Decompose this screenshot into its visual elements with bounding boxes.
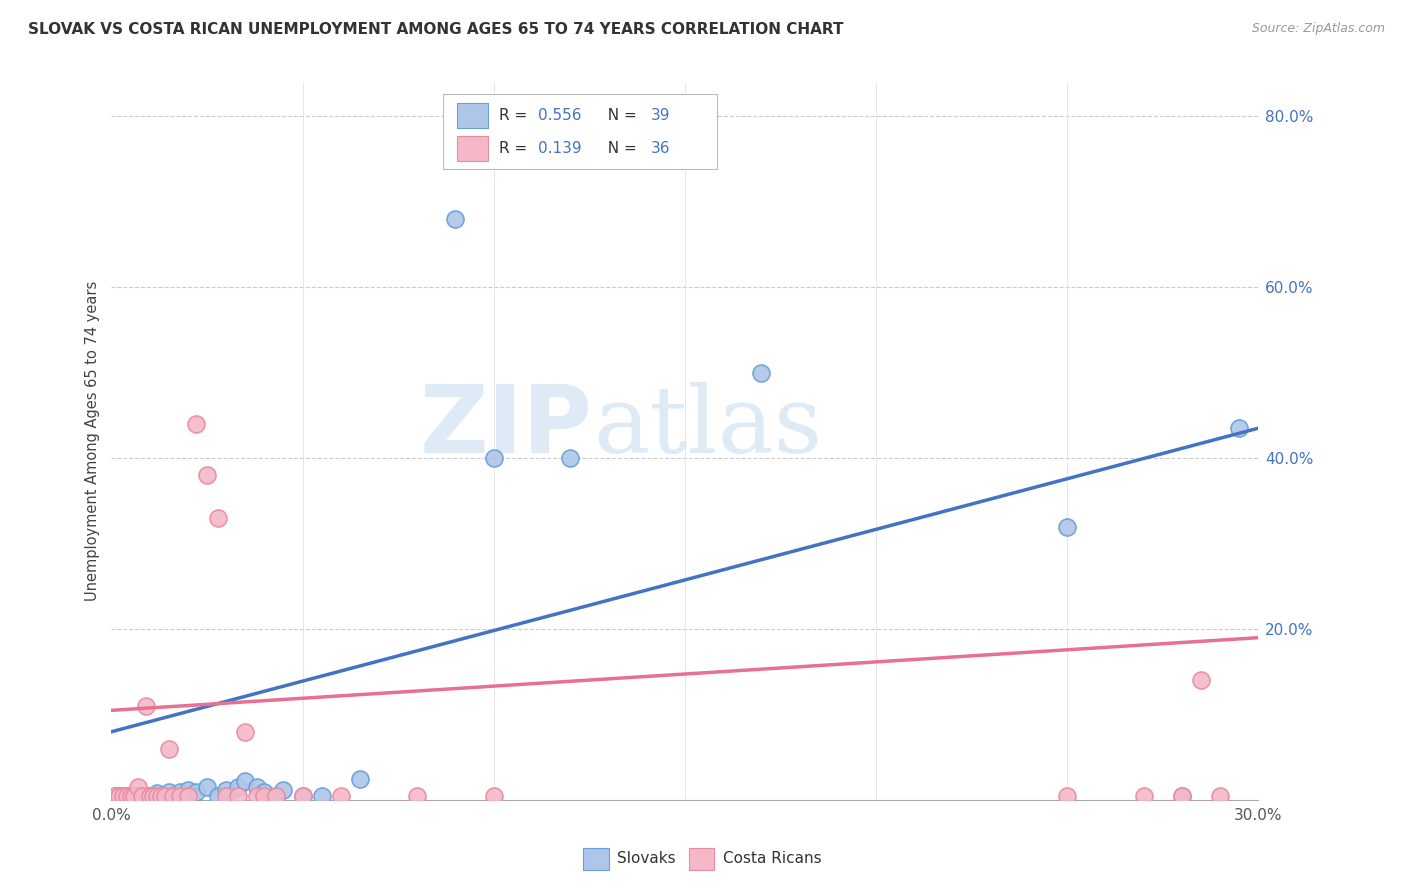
Point (111, 789, 134, 803)
Point (104, 789, 127, 803)
Point (131, 789, 153, 803)
Point (1056, 789, 1078, 803)
Point (233, 774, 256, 789)
Point (1209, 789, 1232, 803)
Point (1171, 789, 1194, 803)
Point (482, 789, 505, 803)
Point (1227, 421, 1250, 435)
Point (157, 784, 180, 798)
Text: 0.139: 0.139 (538, 141, 582, 155)
Y-axis label: Unemployment Among Ages 65 to 74 years: Unemployment Among Ages 65 to 74 years (86, 281, 100, 601)
Point (444, 211, 467, 226)
Point (749, 366, 772, 380)
Point (138, 789, 160, 803)
Point (127, 780, 149, 795)
Point (246, 789, 269, 803)
Point (153, 789, 176, 803)
Text: 0.556: 0.556 (538, 108, 582, 122)
Point (150, 789, 173, 803)
Text: R =: R = (499, 141, 533, 155)
Point (1171, 789, 1194, 803)
Point (215, 789, 238, 803)
Point (291, 789, 314, 803)
Point (311, 789, 333, 803)
Point (226, 789, 249, 803)
Point (264, 789, 287, 803)
Point (142, 789, 165, 803)
Point (165, 789, 187, 803)
Text: 39: 39 (651, 108, 671, 122)
Point (184, 784, 207, 798)
Point (215, 783, 238, 797)
Text: Slovaks: Slovaks (617, 852, 676, 866)
Text: Costa Ricans: Costa Ricans (723, 852, 821, 866)
Point (135, 699, 157, 714)
Point (195, 780, 218, 795)
Text: N =: N = (598, 141, 641, 155)
Point (162, 789, 184, 803)
Text: N =: N = (598, 108, 641, 122)
Point (146, 789, 169, 803)
Point (291, 789, 314, 803)
Point (195, 468, 218, 483)
Point (246, 780, 269, 795)
Text: R =: R = (499, 108, 533, 122)
Point (150, 789, 173, 803)
Point (146, 786, 169, 800)
Point (169, 784, 191, 798)
Point (233, 724, 256, 739)
Point (1056, 519, 1078, 533)
Point (264, 789, 287, 803)
Text: 36: 36 (651, 141, 671, 155)
Point (162, 789, 184, 803)
Point (131, 789, 153, 803)
Point (482, 451, 505, 466)
Text: atlas: atlas (593, 382, 823, 472)
Point (138, 789, 160, 803)
Point (135, 789, 157, 803)
Text: Source: ZipAtlas.com: Source: ZipAtlas.com (1251, 22, 1385, 36)
Point (560, 451, 582, 466)
Point (120, 789, 142, 803)
Point (115, 789, 138, 803)
Point (127, 789, 149, 803)
Point (177, 783, 200, 797)
Point (157, 742, 180, 756)
Point (253, 784, 276, 798)
Point (142, 789, 165, 803)
Point (184, 417, 207, 431)
Point (253, 789, 276, 803)
Point (1132, 789, 1154, 803)
Point (111, 789, 134, 803)
Point (226, 780, 249, 795)
Point (104, 789, 127, 803)
Point (177, 789, 200, 803)
Text: SLOVAK VS COSTA RICAN UNEMPLOYMENT AMONG AGES 65 TO 74 YEARS CORRELATION CHART: SLOVAK VS COSTA RICAN UNEMPLOYMENT AMONG… (28, 22, 844, 37)
Point (108, 789, 131, 803)
Point (273, 783, 295, 797)
Point (349, 772, 371, 786)
Point (153, 789, 176, 803)
Point (207, 789, 229, 803)
Point (120, 789, 142, 803)
Point (108, 789, 131, 803)
Point (124, 789, 146, 803)
Point (207, 511, 229, 525)
Point (124, 789, 146, 803)
Point (169, 789, 191, 803)
Text: ZIP: ZIP (420, 381, 593, 473)
Point (329, 789, 352, 803)
Point (406, 789, 429, 803)
Point (1189, 673, 1212, 688)
Point (115, 789, 138, 803)
